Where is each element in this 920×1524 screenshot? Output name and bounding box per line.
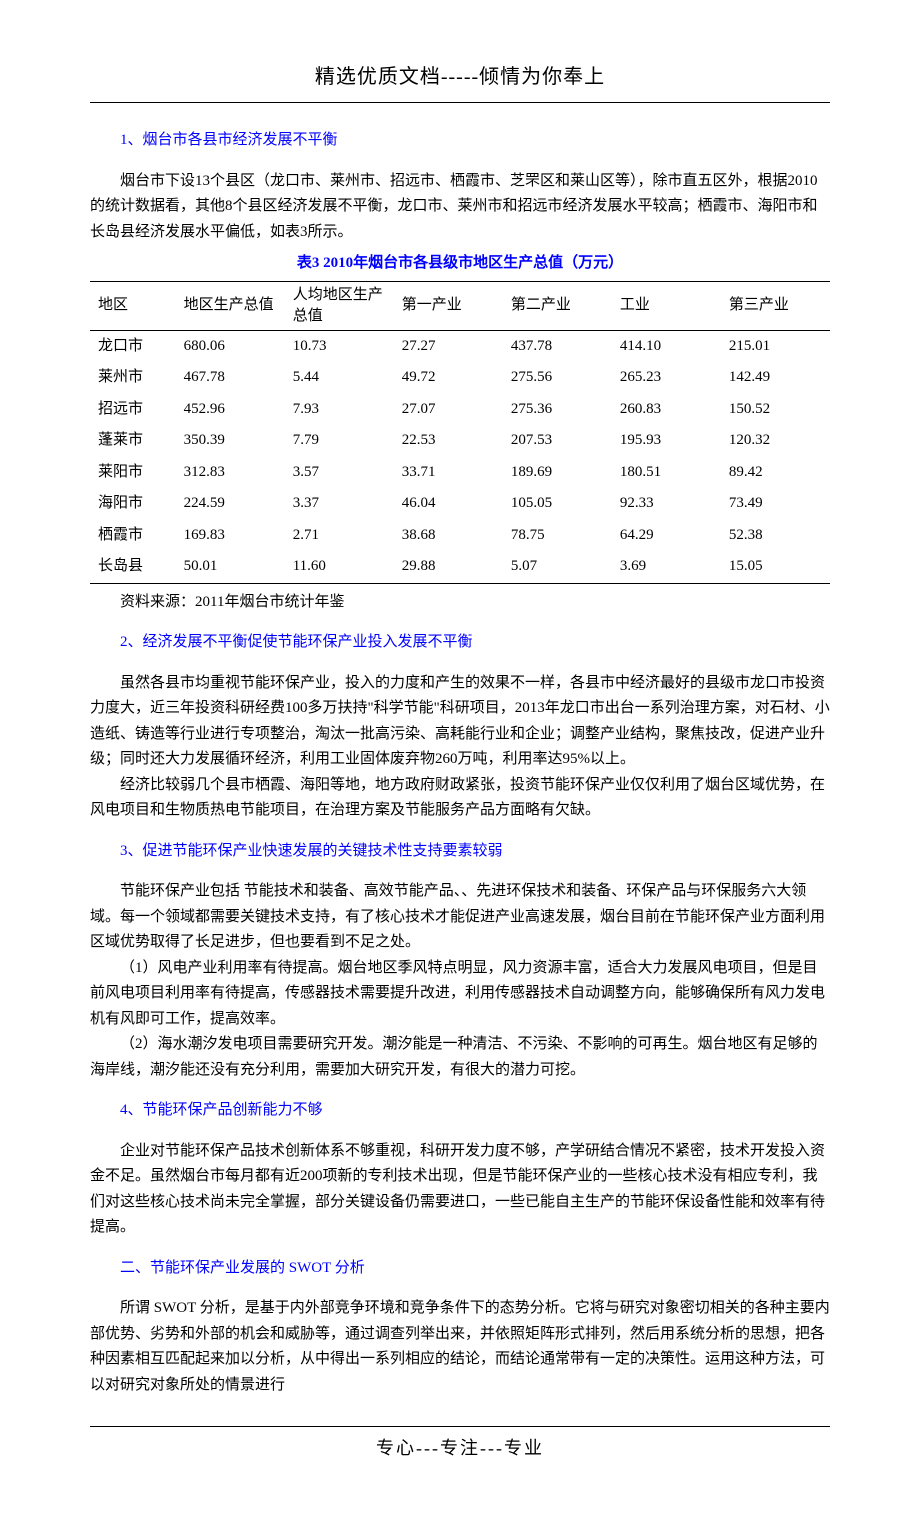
section1-heading: 1、烟台市各县市经济发展不平衡 — [90, 128, 830, 154]
table-cell: 350.39 — [176, 425, 285, 457]
header-rule — [90, 102, 830, 103]
table-caption: 表3 2010年烟台市各县级市地区生产总值（万元） — [90, 251, 830, 277]
table-cell: 437.78 — [503, 330, 612, 362]
table-cell: 15.05 — [721, 551, 830, 583]
table-header-row: 地区 地区生产总值 人均地区生产总值 第一产业 第二产业 工业 第三产业 — [90, 281, 830, 330]
table-cell: 207.53 — [503, 425, 612, 457]
table-cell: 10.73 — [285, 330, 394, 362]
table-source: 资料来源：2011年烟台市统计年鉴 — [90, 590, 830, 616]
table-cell: 27.07 — [394, 394, 503, 426]
col-tertiary: 第三产业 — [721, 281, 830, 330]
table-cell: 5.44 — [285, 362, 394, 394]
table-cell: 215.01 — [721, 330, 830, 362]
section5-heading: 二、节能环保产业发展的 SWOT 分析 — [90, 1256, 830, 1282]
table-cell: 蓬莱市 — [90, 425, 176, 457]
table-row: 龙口市680.0610.7327.27437.78414.10215.01 — [90, 330, 830, 362]
section1-para1: 烟台市下设13个县区（龙口市、莱州市、招远市、栖霞市、芝罘区和莱山区等），除市直… — [90, 169, 830, 246]
table-row: 海阳市224.593.3746.04105.0592.3373.49 — [90, 488, 830, 520]
table-cell: 龙口市 — [90, 330, 176, 362]
col-secondary: 第二产业 — [503, 281, 612, 330]
table-cell: 414.10 — [612, 330, 721, 362]
table-cell: 120.32 — [721, 425, 830, 457]
table-cell: 680.06 — [176, 330, 285, 362]
gdp-table: 地区 地区生产总值 人均地区生产总值 第一产业 第二产业 工业 第三产业 龙口市… — [90, 281, 830, 584]
col-pcgdp: 人均地区生产总值 — [285, 281, 394, 330]
table-cell: 11.60 — [285, 551, 394, 583]
footer-rule — [90, 1426, 830, 1427]
table-cell: 栖霞市 — [90, 520, 176, 552]
table-cell: 29.88 — [394, 551, 503, 583]
table-cell: 7.79 — [285, 425, 394, 457]
table-cell: 169.83 — [176, 520, 285, 552]
col-region: 地区 — [90, 281, 176, 330]
table-cell: 224.59 — [176, 488, 285, 520]
table-cell: 2.71 — [285, 520, 394, 552]
section5-para1: 所谓 SWOT 分析，是基于内外部竞争环境和竞争条件下的态势分析。它将与研究对象… — [90, 1296, 830, 1398]
table-cell: 22.53 — [394, 425, 503, 457]
table-cell: 467.78 — [176, 362, 285, 394]
table-cell: 195.93 — [612, 425, 721, 457]
table-row: 蓬莱市350.397.7922.53207.53195.93120.32 — [90, 425, 830, 457]
table-cell: 52.38 — [721, 520, 830, 552]
table-cell: 105.05 — [503, 488, 612, 520]
table-cell: 招远市 — [90, 394, 176, 426]
section2-para2: 经济比较弱几个县市栖霞、海阳等地，地方政府财政紧张，投资节能环保产业仅仅利用了烟… — [90, 773, 830, 824]
table-cell: 180.51 — [612, 457, 721, 489]
section2-para1: 虽然各县市均重视节能环保产业，投入的力度和产生的效果不一样，各县市中经济最好的县… — [90, 671, 830, 773]
table-cell: 64.29 — [612, 520, 721, 552]
table-cell: 49.72 — [394, 362, 503, 394]
table-cell: 275.56 — [503, 362, 612, 394]
section3-item2: （2）海水潮汐发电项目需要研究开发。潮汐能是一种清洁、不污染、不影响的可再生。烟… — [90, 1032, 830, 1083]
table-cell: 3.37 — [285, 488, 394, 520]
table-row: 莱阳市312.833.5733.71189.69180.5189.42 — [90, 457, 830, 489]
col-primary: 第一产业 — [394, 281, 503, 330]
page-header: 精选优质文档-----倾情为你奉上 — [90, 60, 830, 94]
table-cell: 265.23 — [612, 362, 721, 394]
section3-para1: 节能环保产业包括 节能技术和装备、高效节能产品、、先进环保技术和装备、环保产品与… — [90, 879, 830, 956]
table-row: 莱州市467.785.4449.72275.56265.23142.49 — [90, 362, 830, 394]
section4-para1: 企业对节能环保产品技术创新体系不够重视，科研开发力度不够，产学研结合情况不紧密，… — [90, 1139, 830, 1241]
table-row: 招远市452.967.9327.07275.36260.83150.52 — [90, 394, 830, 426]
page-footer: 专心---专注---专业 — [90, 1433, 830, 1464]
table-cell: 莱阳市 — [90, 457, 176, 489]
table-cell: 3.57 — [285, 457, 394, 489]
table-cell: 189.69 — [503, 457, 612, 489]
table-cell: 长岛县 — [90, 551, 176, 583]
table-cell: 50.01 — [176, 551, 285, 583]
table-cell: 78.75 — [503, 520, 612, 552]
table-cell: 452.96 — [176, 394, 285, 426]
section4-heading: 4、节能环保产品创新能力不够 — [90, 1098, 830, 1124]
table-cell: 260.83 — [612, 394, 721, 426]
table-row: 长岛县50.0111.6029.885.073.6915.05 — [90, 551, 830, 583]
table-cell: 89.42 — [721, 457, 830, 489]
table-cell: 5.07 — [503, 551, 612, 583]
col-gdp: 地区生产总值 — [176, 281, 285, 330]
table-cell: 275.36 — [503, 394, 612, 426]
table-cell: 92.33 — [612, 488, 721, 520]
table-cell: 海阳市 — [90, 488, 176, 520]
table-cell: 73.49 — [721, 488, 830, 520]
table-cell: 3.69 — [612, 551, 721, 583]
table-cell: 46.04 — [394, 488, 503, 520]
table-cell: 312.83 — [176, 457, 285, 489]
section3-item1: （1）风电产业利用率有待提高。烟台地区季风特点明显，风力资源丰富，适合大力发展风… — [90, 956, 830, 1033]
table-cell: 7.93 — [285, 394, 394, 426]
table-cell: 莱州市 — [90, 362, 176, 394]
table-cell: 142.49 — [721, 362, 830, 394]
table-cell: 150.52 — [721, 394, 830, 426]
table-cell: 33.71 — [394, 457, 503, 489]
section3-heading: 3、促进节能环保产业快速发展的关键技术性支持要素较弱 — [90, 839, 830, 865]
table-cell: 27.27 — [394, 330, 503, 362]
section2-heading: 2、经济发展不平衡促使节能环保产业投入发展不平衡 — [90, 630, 830, 656]
table-cell: 38.68 — [394, 520, 503, 552]
col-industry: 工业 — [612, 281, 721, 330]
table-row: 栖霞市169.832.7138.6878.7564.2952.38 — [90, 520, 830, 552]
header-title: 精选优质文档-----倾情为你奉上 — [315, 66, 605, 88]
